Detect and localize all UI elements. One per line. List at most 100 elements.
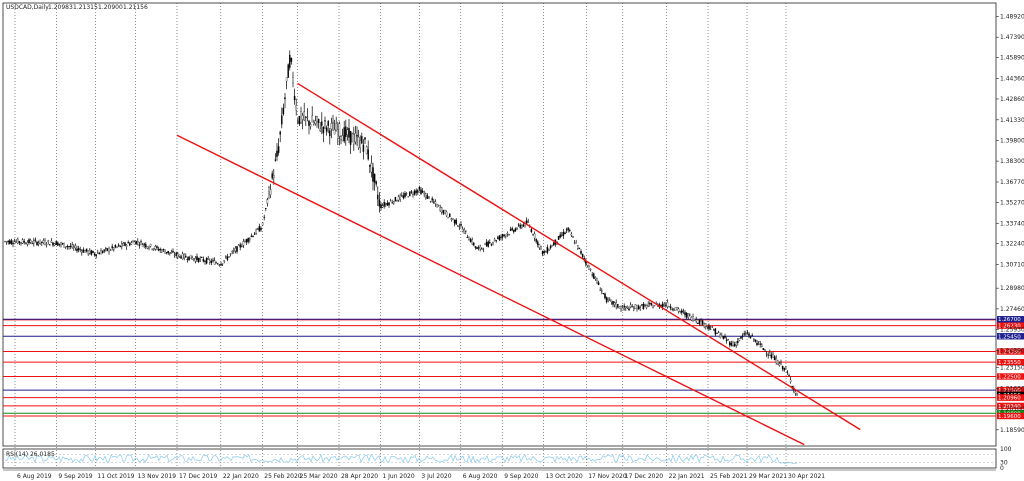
candle-body — [157, 249, 160, 251]
candle-body — [325, 127, 328, 132]
candle-body — [721, 335, 723, 338]
candle-body — [303, 111, 305, 121]
candle-body — [759, 343, 761, 345]
candle-body — [225, 256, 227, 258]
candle-body — [135, 240, 137, 245]
candle-body — [276, 150, 278, 157]
x-tick-label: 11 Oct 2019 — [97, 473, 134, 480]
candle-body — [55, 241, 57, 246]
candle-body — [489, 242, 491, 244]
candle-body — [785, 366, 787, 369]
y-tick-label: 1.27460 — [1000, 306, 1024, 313]
candle-body — [175, 252, 177, 256]
candle-body — [53, 243, 56, 246]
candle-body — [426, 195, 429, 199]
candle-body — [148, 247, 150, 249]
candle-body — [245, 239, 248, 243]
candle-body — [226, 256, 229, 260]
candle-body — [647, 303, 649, 307]
candle-body — [364, 137, 366, 140]
candle-body — [509, 229, 512, 231]
candle-body — [780, 362, 782, 364]
level-price-tag — [997, 373, 1024, 380]
candle-body — [23, 241, 25, 243]
candle-body — [714, 328, 717, 335]
candle-body — [457, 225, 459, 227]
candle-body — [125, 244, 128, 247]
candle-body — [133, 241, 136, 245]
candle-body — [42, 240, 45, 243]
candle-body — [301, 115, 304, 120]
candle-body — [428, 196, 430, 198]
candle-body — [599, 289, 601, 291]
ohlc-open: 1.20983 — [48, 4, 73, 11]
candle-body — [537, 241, 539, 245]
candle-body — [716, 333, 718, 334]
rsi-tick-label: 30 — [1000, 459, 1008, 466]
candle-body — [713, 329, 715, 332]
candle-body — [676, 307, 678, 310]
candle-body — [490, 244, 493, 246]
y-tick-label: 1.39800 — [1000, 138, 1024, 145]
candle-body — [620, 306, 622, 309]
candle-body — [236, 246, 238, 252]
candle-body — [634, 304, 637, 309]
candle-body — [277, 146, 280, 153]
candle-body — [380, 204, 382, 209]
candle-body — [381, 205, 384, 208]
candle-body — [602, 293, 605, 294]
candle-body — [594, 277, 597, 280]
current-price-label: 1.20960 — [998, 395, 1021, 401]
x-tick-label: 17 Nov 2020 — [588, 473, 627, 480]
candle-body — [516, 228, 518, 230]
candle-body — [282, 107, 285, 115]
y-tick-label: 1.42860 — [1000, 96, 1024, 103]
candle-body — [205, 258, 208, 264]
candle-body — [431, 198, 433, 201]
candle-body — [513, 230, 515, 233]
candle-body — [204, 260, 206, 262]
candle-body — [708, 325, 710, 330]
candle-body — [794, 391, 797, 394]
candle-body — [149, 243, 152, 247]
candle-body — [578, 247, 581, 249]
rsi-label: RSI(14) 26.0185 — [6, 451, 55, 458]
candle-body — [623, 305, 625, 308]
candle-body — [39, 239, 41, 244]
y-tick-label: 1.35270 — [1000, 199, 1024, 206]
candle-body — [543, 251, 545, 253]
candle-body — [114, 245, 117, 248]
candle-body — [404, 193, 406, 197]
candle-body — [413, 190, 416, 195]
candle-body — [26, 242, 29, 245]
candle-body — [63, 242, 65, 248]
candle-body — [618, 306, 621, 309]
candle-body — [84, 250, 86, 253]
y-tick-label: 1.41330 — [1000, 117, 1024, 124]
candle-body — [34, 239, 37, 241]
candle-body — [639, 307, 641, 310]
x-tick-label: 25 Feb 2020 — [264, 473, 302, 480]
candle-body — [548, 249, 550, 251]
candle-body — [90, 250, 93, 255]
candle-body — [49, 244, 51, 246]
candle-body — [167, 250, 169, 254]
y-tick-label: 1.30710 — [1000, 262, 1024, 269]
candle-body — [117, 244, 120, 246]
candle-body — [781, 366, 784, 369]
candle-body — [474, 246, 477, 248]
candle-body — [12, 243, 14, 245]
candle-body — [207, 258, 209, 260]
x-tick-label: 25 Mar 2020 — [300, 473, 338, 480]
candle-body — [549, 245, 552, 249]
candle-body — [482, 249, 485, 250]
candle-body — [13, 241, 16, 244]
candle-body — [796, 393, 798, 396]
candle-body — [559, 234, 561, 238]
candle-body — [69, 245, 72, 248]
candle-body — [497, 237, 499, 239]
candle-body — [577, 245, 579, 249]
candle-body — [193, 258, 195, 260]
candle-body — [562, 231, 565, 236]
